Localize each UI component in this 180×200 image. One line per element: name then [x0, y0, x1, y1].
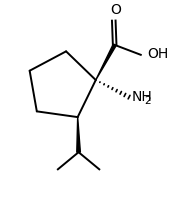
Polygon shape [96, 45, 116, 81]
Text: NH: NH [132, 90, 152, 104]
Text: O: O [110, 3, 121, 17]
Text: 2: 2 [144, 96, 151, 106]
Polygon shape [77, 118, 80, 152]
Text: OH: OH [147, 47, 168, 61]
